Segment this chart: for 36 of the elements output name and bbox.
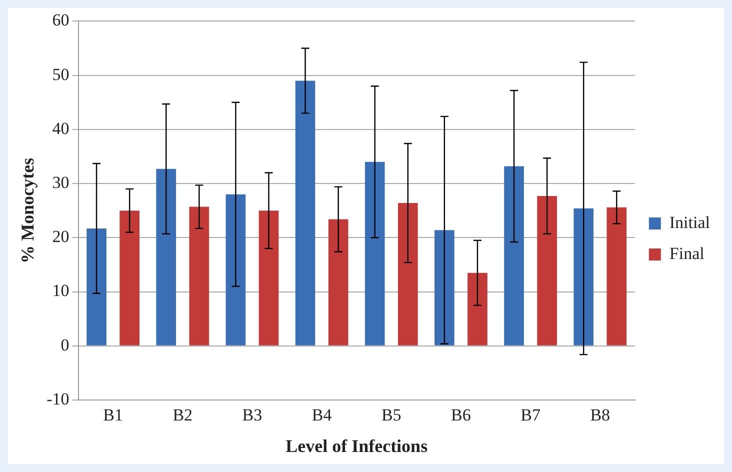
bar (120, 210, 140, 346)
bar (364, 162, 385, 346)
y-tick-label: 40 (52, 118, 70, 138)
x-tick-label: B5 (381, 406, 402, 425)
y-tick-label: 60 (52, 10, 70, 30)
x-tick-label: B2 (172, 406, 193, 425)
x-tick-label: B7 (520, 406, 541, 425)
x-tick-label: B8 (590, 406, 610, 425)
y-tick-label: -10 (46, 389, 70, 408)
bar (258, 210, 279, 346)
bar (398, 203, 418, 346)
y-tick-label: 30 (52, 173, 70, 192)
bar (537, 196, 557, 346)
x-axis-title: Level of Infections (286, 436, 428, 456)
y-tick-label: 20 (52, 227, 70, 246)
y-axis-title: % Monocytes (17, 158, 38, 264)
y-tick-label: 0 (60, 335, 70, 354)
bar (189, 206, 210, 346)
bar (574, 208, 594, 346)
bar (86, 228, 106, 346)
bar (434, 230, 454, 346)
x-tick-label: B3 (242, 406, 262, 425)
bar (156, 168, 176, 346)
bar (226, 194, 246, 346)
x-tick-label: B1 (103, 406, 123, 425)
y-tick-label: 50 (52, 64, 70, 84)
bar (328, 219, 348, 346)
x-tick-label: B4 (312, 406, 332, 425)
bar (468, 272, 488, 346)
y-tick-label: 10 (52, 281, 70, 300)
legend-label: Final (669, 244, 705, 263)
legend-label: Initial (669, 212, 710, 232)
bar (295, 80, 316, 346)
x-tick-label: B6 (451, 406, 471, 425)
bar (606, 207, 627, 346)
bar (504, 166, 524, 346)
